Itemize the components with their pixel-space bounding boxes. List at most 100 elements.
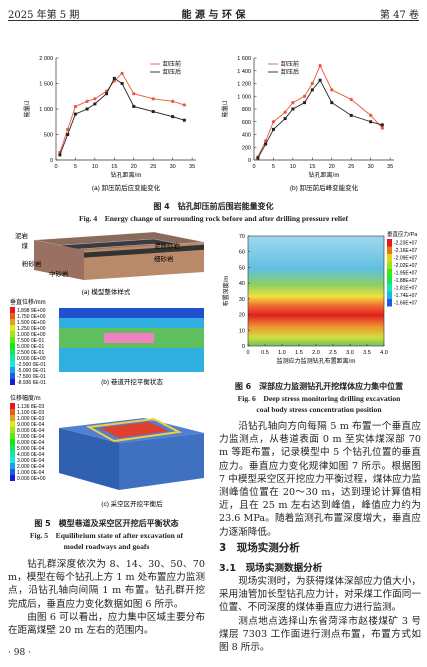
series-line	[257, 79, 383, 159]
fig5-caption-en: Fig. 5 Equilibrium state of after excava…	[4, 530, 209, 552]
model-label: 煤	[22, 241, 29, 250]
series-line	[59, 77, 185, 156]
x-tick-label: 5	[272, 164, 275, 170]
contour-field	[247, 235, 385, 347]
marker	[132, 104, 136, 108]
legend-label: 1.000 0E-04	[17, 470, 44, 476]
paragraph: 由图 6 可以看出，应力集中区域主要分布在距离煤壁 20 m 左右的范围内。	[8, 611, 205, 637]
caption-line: model roadways and goafs	[63, 542, 150, 551]
legend-label: -1.95E+07	[394, 271, 417, 277]
y-tick-label: 1 500	[39, 82, 53, 88]
marker	[271, 127, 275, 131]
y-tick-label: 50	[239, 265, 245, 271]
x-tick-label: 10	[92, 164, 98, 170]
chart-caption: (b) 卸压前后峰变能变化	[290, 183, 359, 192]
legend-label: 1.500 0E+00	[17, 320, 46, 326]
marker	[283, 117, 287, 121]
legend-label: 7.000 0E-04	[17, 434, 44, 440]
x-axis-label: 钻孔距离/m	[111, 171, 142, 179]
y-tick-label: 40	[239, 281, 245, 287]
legend-swatch	[10, 313, 15, 319]
x-tick-label: 3.0	[346, 350, 354, 356]
marker	[271, 120, 276, 124]
legend-swatch	[10, 325, 15, 331]
legend-label: -2.23E+07	[394, 241, 417, 247]
x-tick-label: 2.0	[312, 350, 320, 356]
x-tick-label: 0.5	[261, 350, 269, 356]
legend-label: 2.000 0E-04	[17, 464, 44, 470]
fig6-caption: 图 6 深部应力监测钻孔开挖煤体应力集中位置	[234, 382, 404, 391]
x-tick-label: 20	[329, 164, 335, 170]
legend-label: 5.000 0E-04	[17, 446, 44, 452]
panel-caption: (a) 模型整体样式	[82, 287, 131, 296]
x-axis-label: 监测应力监测钻孔布置距离/m	[277, 357, 356, 365]
legend-label: 7.500 0E-01	[17, 338, 44, 344]
marker	[105, 92, 109, 96]
legend-swatch	[387, 276, 392, 284]
fig6-caption-en: Fig. 6 Deep stress monitoring drilling e…	[214, 393, 424, 415]
legend-swatch	[10, 349, 15, 355]
legend-swatch	[10, 307, 15, 313]
legend-swatch	[10, 439, 15, 445]
x-tick-label: 1.5	[295, 350, 303, 356]
legend-label: 1.100 0E-03	[17, 410, 44, 416]
legend-label: 3.000 0E-04	[17, 458, 44, 464]
x-tick-label: 15	[111, 164, 117, 170]
legend-label: 卸压后	[163, 68, 181, 76]
marker	[369, 120, 373, 124]
legend-swatch	[10, 445, 15, 451]
legend-label: 1.898 9E+00	[17, 308, 46, 314]
marker	[112, 76, 116, 80]
legend-swatch	[10, 451, 15, 457]
marker	[318, 78, 322, 82]
caption-line: Fig. 6 Deep stress monitoring drilling e…	[237, 394, 401, 403]
legend-swatch	[10, 373, 15, 379]
legend-label: -1.88E+07	[394, 278, 417, 284]
x-tick-label: 15	[309, 164, 315, 170]
marker	[310, 81, 314, 86]
model-c-front	[119, 433, 204, 490]
fig4-caption-en: Fig. 4 Energy change of surrounding rock…	[78, 214, 348, 223]
marker	[349, 113, 353, 117]
caption-line: Fig. 5 Equilibrium state of after excava…	[29, 531, 184, 540]
legend-title: 垂直位移/mm	[10, 298, 46, 306]
legend-label: -2.09E+07	[394, 256, 417, 262]
y-tick-label: 0	[50, 158, 53, 164]
fig5-caption: 图 5 模型巷道及采空区开挖后平衡状态	[34, 519, 179, 528]
legend-label: -5.000 0E-01	[17, 368, 46, 374]
legend-label: -8.936 6E-01	[17, 380, 46, 386]
x-tick-label: 35	[189, 164, 195, 170]
legend-swatch	[387, 284, 392, 292]
legend-swatch	[10, 331, 15, 337]
legend-title: 位移幅度/m	[10, 394, 41, 402]
legend-label: 9.000 0E-04	[17, 422, 44, 428]
legend-label: -7.500 0E-01	[17, 374, 46, 380]
paragraph: 钻孔群深度依次为 8、14、30、50、70 m，模型在每个钻孔上方 1 m 处…	[8, 559, 205, 610]
marker	[369, 113, 373, 117]
x-tick-label: 0	[252, 164, 255, 170]
legend-label: 卸压前	[163, 60, 181, 68]
legend-swatch	[10, 433, 15, 439]
panel-caption: (c) 采空区开挖平衡后	[101, 499, 163, 508]
legend-swatch	[10, 337, 15, 343]
x-tick-label: 0	[54, 164, 57, 170]
marker	[132, 92, 136, 96]
x-axis-label: 钻孔距离/m	[309, 171, 340, 179]
series-line	[257, 64, 383, 158]
legend-label: 1.250 0E+00	[17, 326, 46, 332]
volume: 第 47 卷	[379, 10, 419, 21]
section-heading: 3 现场实测分析	[219, 542, 300, 554]
legend-swatch	[387, 269, 392, 277]
model-side	[34, 240, 84, 280]
y-tick-label: 10	[239, 328, 245, 334]
legend-swatch	[387, 246, 392, 254]
legend-label: -1.66E+07	[394, 301, 417, 307]
marker	[291, 101, 295, 105]
x-tick-label: 4.0	[380, 350, 388, 356]
model-label: 泥质砂岩	[154, 241, 181, 250]
marker	[151, 110, 155, 114]
x-tick-label: 3.5	[363, 350, 371, 356]
issue: 2025 年第 5 期	[8, 10, 80, 21]
